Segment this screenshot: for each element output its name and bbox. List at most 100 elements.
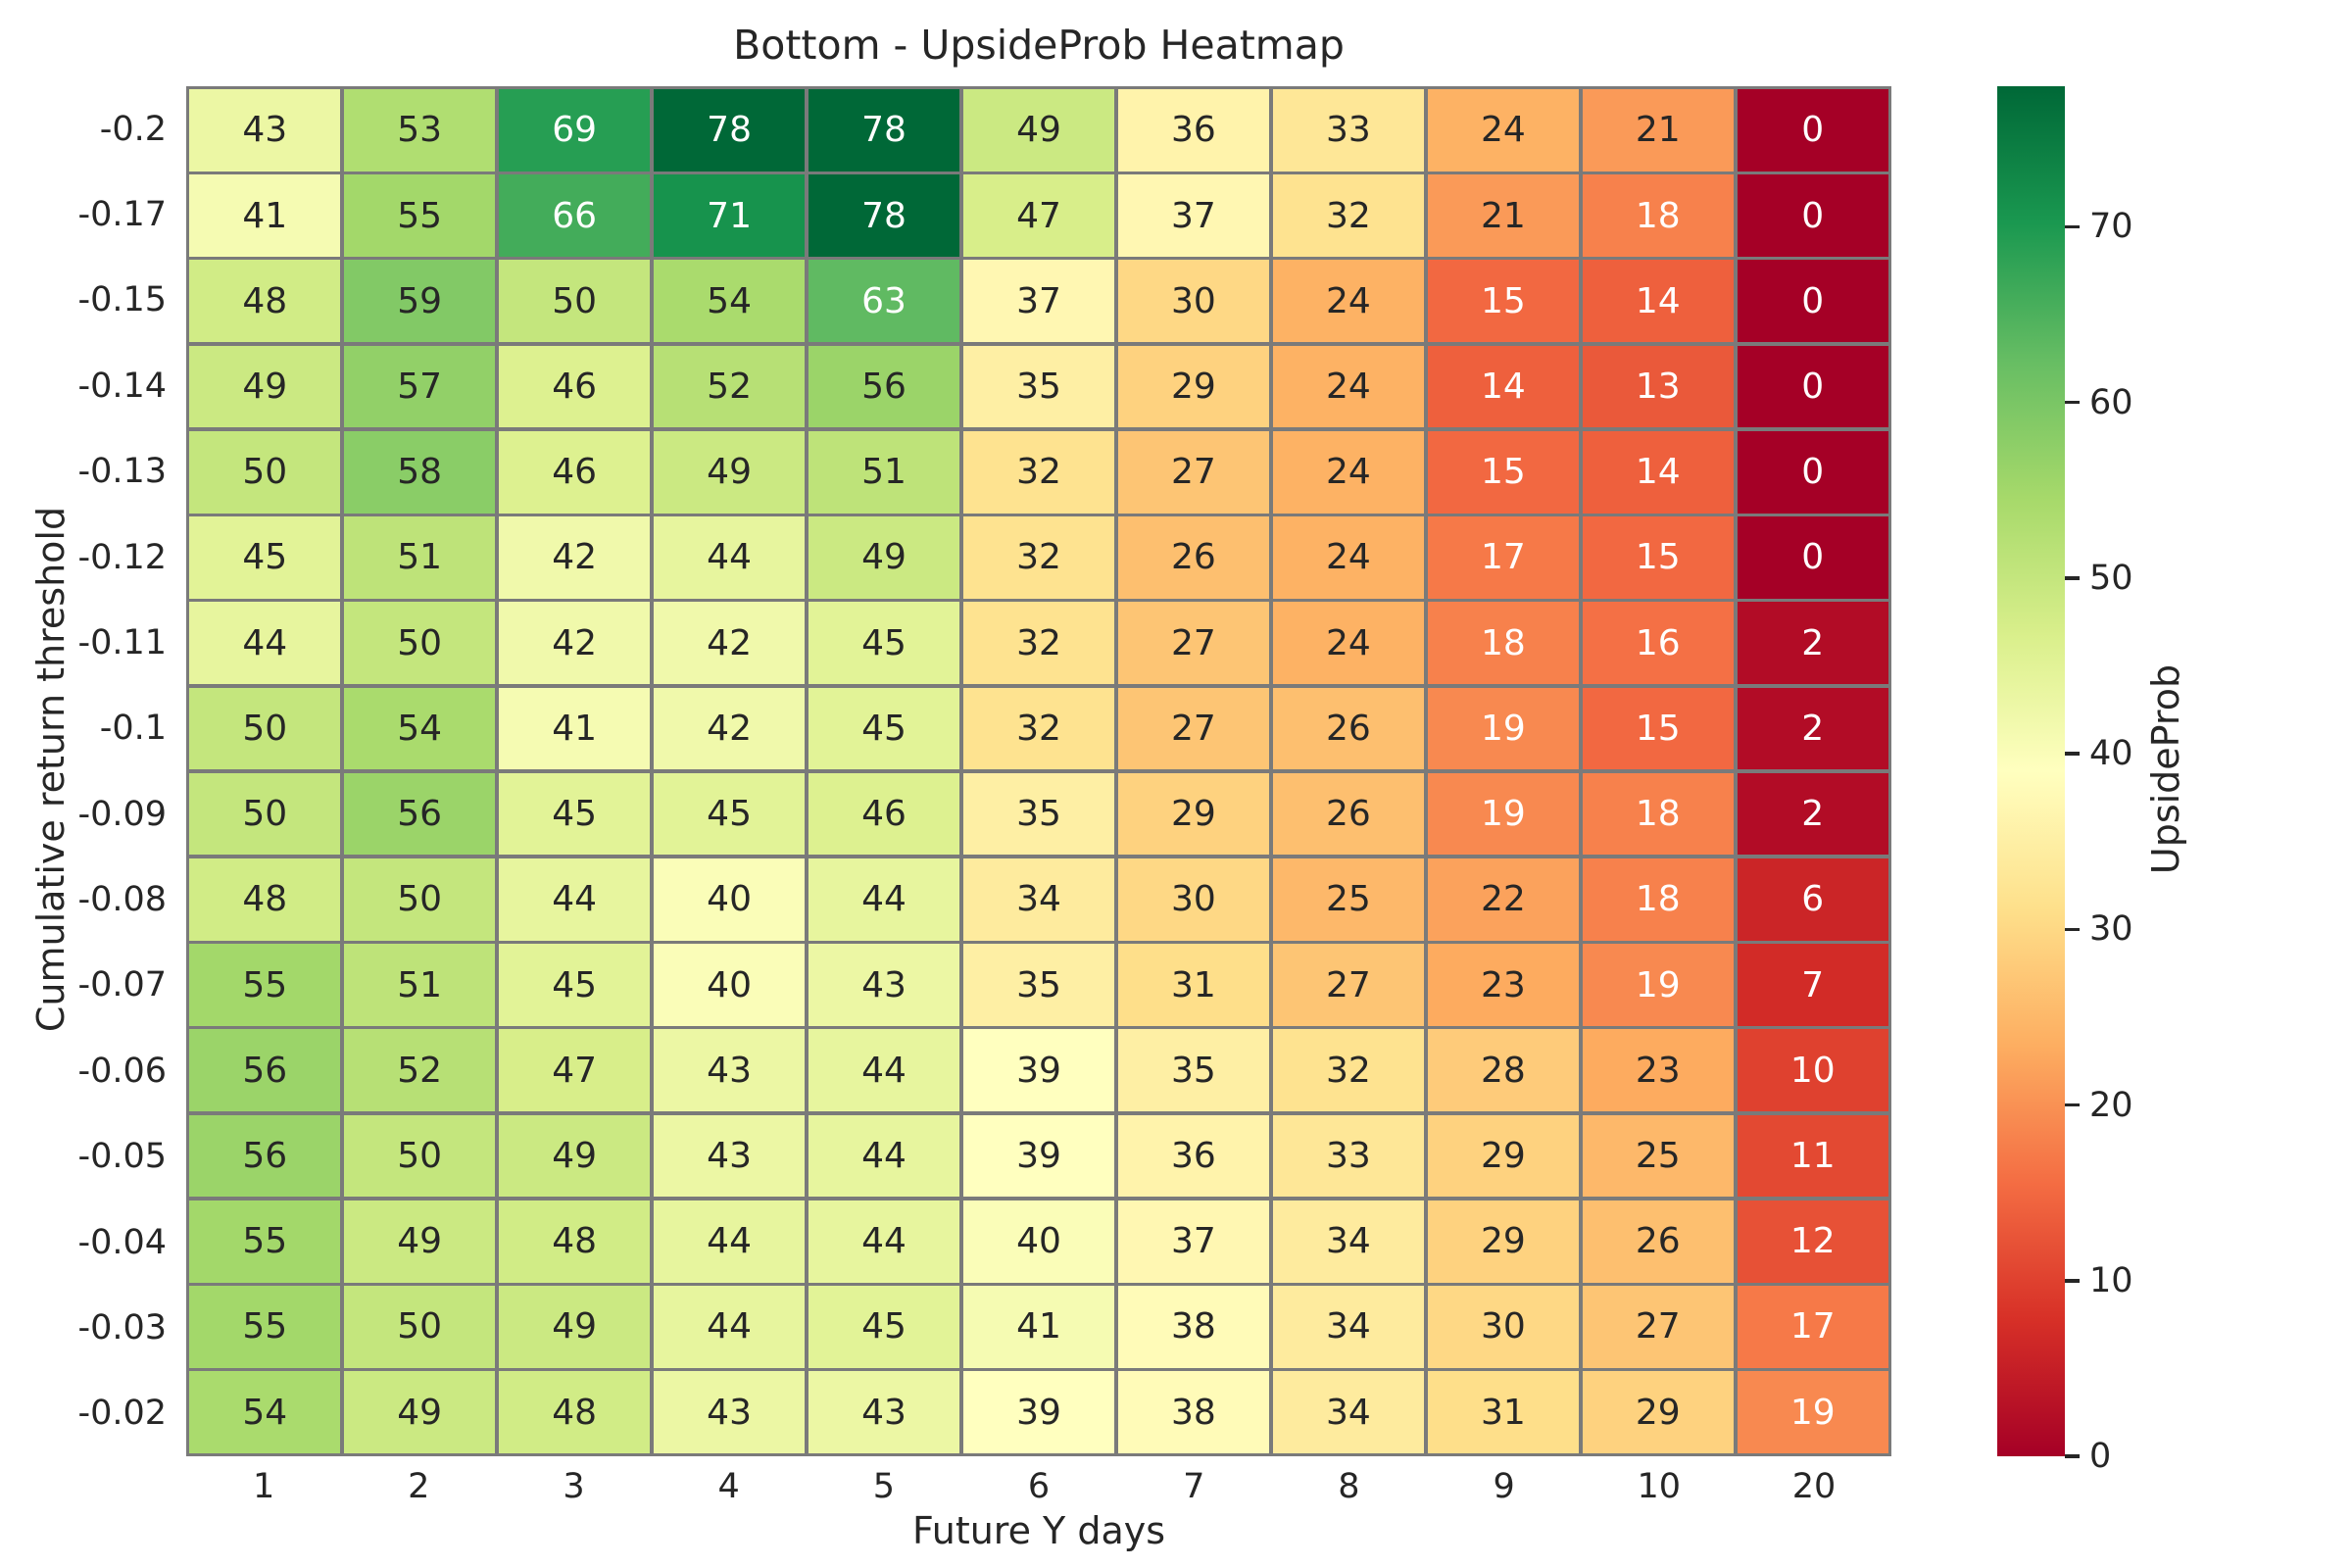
- heatmap-cell: 37: [962, 260, 1115, 343]
- heatmap-cell: 17: [1427, 516, 1580, 599]
- x-tick-label: 10: [1637, 1467, 1682, 1506]
- heatmap-cell: 44: [189, 602, 341, 685]
- colorbar-tick-mark: [2065, 400, 2080, 405]
- heatmap-cell: 19: [1737, 1371, 1888, 1453]
- heatmap-cell: 55: [189, 944, 341, 1026]
- x-tick-label: 3: [563, 1467, 585, 1506]
- heatmap-cell: 35: [962, 345, 1115, 428]
- heatmap-cell: 27: [1582, 1286, 1735, 1368]
- heatmap-cell: 59: [343, 260, 496, 343]
- heatmap-cell: 27: [1272, 944, 1425, 1026]
- heatmap-cell: 48: [189, 858, 341, 941]
- colorbar-tick-mark: [2065, 224, 2080, 229]
- heatmap-cell: 12: [1737, 1200, 1888, 1283]
- heatmap-cell: 40: [962, 1200, 1115, 1283]
- heatmap-cell: 29: [1117, 772, 1270, 856]
- x-tick-label: 9: [1493, 1467, 1515, 1506]
- heatmap-cell: 21: [1427, 174, 1580, 257]
- heatmap-cell: 25: [1272, 858, 1425, 941]
- heatmap-cell: 54: [653, 260, 806, 343]
- heatmap-cell: 66: [498, 174, 651, 257]
- heatmap-cell: 40: [653, 944, 806, 1026]
- heatmap-cell: 50: [343, 858, 496, 941]
- heatmap-cell: 36: [1117, 1114, 1270, 1198]
- heatmap-cell: 46: [498, 430, 651, 514]
- heatmap-cell: 23: [1582, 1029, 1735, 1112]
- heatmap-cell: 56: [189, 1114, 341, 1198]
- colorbar-tick-label: 50: [2089, 558, 2133, 598]
- heatmap-cell: 19: [1427, 772, 1580, 856]
- heatmap-cell: 49: [343, 1200, 496, 1283]
- heatmap-cell: 18: [1582, 858, 1735, 941]
- x-tick-label: 1: [252, 1467, 275, 1506]
- y-tick-labels: -0.2 -0.17 -0.15 -0.14 -0.13 -0.12 -0.11 -0.1 -0…: [0, 86, 167, 1456]
- heatmap-cell: 32: [1272, 1029, 1425, 1112]
- heatmap-cell: 54: [343, 687, 496, 770]
- heatmap-cell: 49: [498, 1114, 651, 1198]
- colorbar-tick-label: 60: [2089, 382, 2133, 422]
- heatmap-cell: 31: [1117, 944, 1270, 1026]
- heatmap-cell: 58: [343, 430, 496, 514]
- heatmap-cell: 30: [1117, 858, 1270, 941]
- heatmap-cell: 26: [1272, 687, 1425, 770]
- heatmap-cell: 44: [498, 858, 651, 941]
- heatmap-cell: 34: [962, 858, 1115, 941]
- heatmap-cell: 50: [189, 430, 341, 514]
- heatmap-cell: 26: [1117, 516, 1270, 599]
- heatmap-cell: 39: [962, 1029, 1115, 1112]
- heatmap-cell: 48: [189, 260, 341, 343]
- y-tick-label: -0.13: [77, 452, 167, 492]
- heatmap-cell: 2: [1737, 687, 1888, 770]
- x-tick-label: 6: [1027, 1467, 1051, 1506]
- heatmap-cell: 15: [1427, 260, 1580, 343]
- y-tick-label: -0.15: [77, 280, 167, 320]
- heatmap-cell: 56: [189, 1029, 341, 1112]
- heatmap-cell: 41: [498, 687, 651, 770]
- heatmap-cell: 78: [808, 174, 960, 257]
- heatmap-cell: 42: [498, 516, 651, 599]
- heatmap-cell: 45: [808, 687, 960, 770]
- heatmap-cell: 13: [1582, 345, 1735, 428]
- y-tick-label: -0.08: [77, 880, 167, 920]
- heatmap-cell: 34: [1272, 1200, 1425, 1283]
- heatmap-cell: 2: [1737, 772, 1888, 856]
- heatmap-cell: 47: [498, 1029, 651, 1112]
- heatmap-cell: 14: [1582, 260, 1735, 343]
- x-tick-label: 5: [872, 1467, 895, 1506]
- heatmap-cell: 39: [962, 1114, 1115, 1198]
- heatmap-cell: 37: [1117, 1200, 1270, 1283]
- heatmap-cell: 44: [653, 516, 806, 599]
- heatmap-cell: 32: [962, 516, 1115, 599]
- heatmap-cell: 0: [1737, 516, 1888, 599]
- heatmap-cell: 43: [189, 89, 341, 172]
- heatmap-cell: 0: [1737, 260, 1888, 343]
- heatmap-grid: 43 53 69 78 78 49 36 33 24 21 0 41 55 66 71 78 47 37 32 21 1…: [186, 86, 1891, 1456]
- heatmap-cell: 31: [1427, 1371, 1580, 1453]
- heatmap-cell: 17: [1737, 1286, 1888, 1368]
- heatmap-cell: 36: [1117, 89, 1270, 172]
- heatmap-cell: 48: [498, 1200, 651, 1283]
- heatmap-cell: 22: [1427, 858, 1580, 941]
- heatmap-cell: 50: [343, 1286, 496, 1368]
- heatmap-cell: 30: [1427, 1286, 1580, 1368]
- y-tick-label: -0.11: [77, 622, 167, 662]
- heatmap-cell: 29: [1427, 1200, 1580, 1283]
- heatmap-cell: 41: [962, 1286, 1115, 1368]
- heatmap-cell: 32: [1272, 174, 1425, 257]
- heatmap-cell: 49: [189, 345, 341, 428]
- heatmap-cell: 55: [189, 1200, 341, 1283]
- heatmap-cell: 7: [1737, 944, 1888, 1026]
- heatmap-cell: 49: [962, 89, 1115, 172]
- heatmap-cell: 51: [808, 430, 960, 514]
- heatmap-cell: 54: [189, 1371, 341, 1453]
- heatmap-cell: 45: [498, 944, 651, 1026]
- x-tick-label: 4: [717, 1467, 740, 1506]
- heatmap-cell: 27: [1117, 687, 1270, 770]
- heatmap-cell: 45: [498, 772, 651, 856]
- heatmap-cell: 45: [189, 516, 341, 599]
- heatmap-cell: 0: [1737, 174, 1888, 257]
- heatmap-cell: 27: [1117, 430, 1270, 514]
- heatmap-cell: 56: [343, 772, 496, 856]
- heatmap-cell: 35: [1117, 1029, 1270, 1112]
- heatmap-cell: 50: [498, 260, 651, 343]
